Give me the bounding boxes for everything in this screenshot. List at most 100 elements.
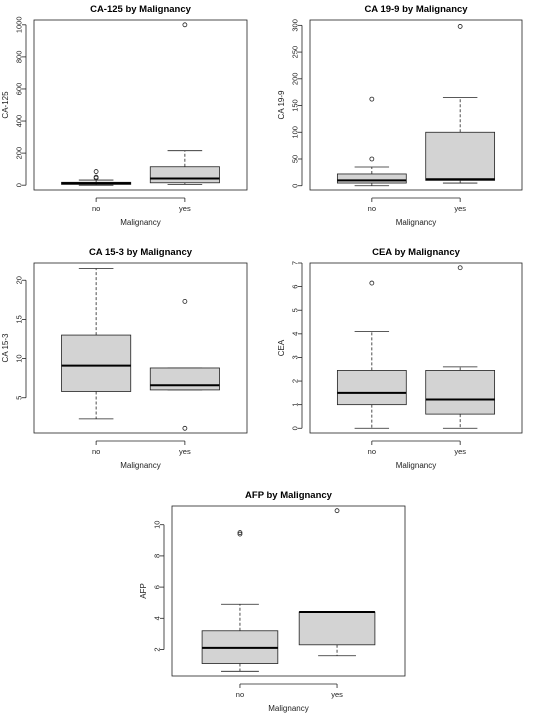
y-axis-label: CEA — [277, 339, 286, 356]
y-axis: 0 50 100 150 200 250 300 CA 19-9 — [277, 19, 303, 188]
outlier-point — [182, 22, 188, 28]
y-tick-label: 50 — [291, 155, 300, 163]
x-tick-label: no — [368, 204, 376, 213]
y-axis-label: CA-125 — [1, 91, 10, 119]
x-tick-label: no — [368, 447, 376, 456]
y-tick-label: 4 — [291, 332, 300, 336]
outlier-point — [93, 169, 99, 174]
outlier-point — [369, 156, 375, 162]
y-tick-label: 2 — [291, 379, 300, 383]
box-no — [61, 169, 132, 186]
y-tick-label: 200 — [291, 73, 300, 86]
x-tick-label: yes — [179, 204, 191, 213]
x-tick-label: yes — [454, 447, 466, 456]
outlier-point — [369, 280, 375, 286]
y-tick-label: 6 — [291, 285, 300, 289]
y-tick-label: 1 — [291, 403, 300, 407]
y-axis-label: AFP — [139, 583, 148, 599]
y-tick-label: 0 — [15, 183, 24, 187]
chart-panel: CA 19-9 by Malignancy 0 50 100 150 200 250 300 C… — [277, 4, 523, 227]
plot-frame — [309, 262, 523, 434]
outlier-point — [334, 508, 340, 514]
box-no — [336, 280, 407, 429]
y-tick-label: 100 — [291, 126, 300, 139]
x-axis-label: Malignancy — [268, 704, 308, 713]
y-tick-label: 7 — [291, 261, 300, 265]
y-axis: 0 1 2 3 4 5 6 7 CEA — [277, 261, 303, 430]
y-tick-label: 200 — [15, 147, 24, 160]
box-iqr — [149, 367, 220, 391]
x-axis: no yes Malignancy — [368, 440, 466, 470]
x-axis: no yes Malignancy — [92, 440, 191, 470]
y-tick-label: 10 — [15, 354, 24, 362]
box-yes — [149, 22, 220, 185]
y-tick-label: 20 — [15, 276, 24, 284]
outlier-point — [369, 96, 375, 102]
plot-frame — [33, 19, 248, 191]
outlier-point — [93, 174, 99, 180]
box-no — [201, 530, 279, 672]
y-axis: 2 4 6 8 10 AFP — [139, 521, 165, 652]
box-iqr — [298, 611, 376, 646]
x-tick-label: yes — [331, 690, 343, 699]
chart-panel: CA-125 by Malignancy 0 200 400 600 800 1000 CA-… — [1, 4, 248, 227]
y-axis: 5 10 15 20 CA 15-3 — [1, 276, 27, 400]
x-axis: no yes Malignancy — [368, 197, 466, 227]
x-tick-label: yes — [179, 447, 191, 456]
y-tick-label: 600 — [15, 83, 24, 96]
x-tick-label: no — [236, 690, 244, 699]
y-axis-label: CA 19-9 — [277, 90, 286, 119]
x-axis-label: Malignancy — [120, 461, 160, 470]
box-no — [336, 96, 407, 187]
y-axis: 0 200 400 600 800 1000 CA-125 — [1, 16, 27, 187]
y-tick-label: 300 — [291, 19, 300, 32]
chart-title: CEA by Malignancy — [372, 247, 461, 258]
x-axis: no yes Malignancy — [92, 197, 191, 227]
box-iqr — [336, 173, 407, 184]
box-iqr — [61, 334, 132, 392]
y-tick-label: 4 — [153, 616, 162, 620]
chart-panel: CA 15-3 by Malignancy 5 10 15 20 CA 15-3 no yes… — [1, 247, 248, 470]
box-no — [61, 268, 132, 420]
y-axis-label: CA 15-3 — [1, 333, 10, 362]
y-tick-label: 0 — [291, 426, 300, 430]
y-tick-label: 6 — [153, 585, 162, 589]
y-tick-label: 150 — [291, 99, 300, 112]
x-axis-label: Malignancy — [120, 218, 160, 227]
y-tick-label: 400 — [15, 115, 24, 128]
chart-panel: AFP by Malignancy 2 4 6 8 10 AFP no yes Malignanc… — [139, 490, 406, 713]
x-axis: no yes Malignancy — [236, 683, 343, 713]
outlier-point — [457, 265, 463, 271]
x-tick-label: no — [92, 447, 100, 456]
plot-frame — [309, 19, 523, 191]
outlier-point — [182, 425, 188, 431]
y-tick-label: 15 — [15, 315, 24, 323]
y-tick-label: 800 — [15, 51, 24, 64]
y-tick-label: 250 — [291, 46, 300, 59]
x-tick-label: yes — [454, 204, 466, 213]
x-axis-label: Malignancy — [396, 461, 436, 470]
outlier-point — [182, 298, 188, 304]
y-tick-label: 1000 — [15, 16, 24, 33]
y-tick-label: 8 — [153, 554, 162, 558]
y-tick-label: 5 — [291, 308, 300, 312]
y-tick-label: 10 — [153, 521, 162, 529]
box-yes — [149, 298, 220, 431]
box-iqr — [425, 131, 496, 181]
chart-title: AFP by Malignancy — [245, 490, 333, 501]
outlier-point — [237, 530, 243, 535]
chart-panel: CEA by Malignancy 0 1 2 3 4 5 6 7 CEA no yes Maligna… — [277, 247, 523, 470]
y-tick-label: 2 — [153, 647, 162, 651]
y-tick-label: 5 — [15, 396, 24, 400]
chart-title: CA 19-9 by Malignancy — [364, 4, 468, 15]
chart-title: CA-125 by Malignancy — [90, 4, 192, 15]
y-tick-label: 0 — [291, 184, 300, 188]
x-axis-label: Malignancy — [396, 218, 436, 227]
outlier-point — [457, 24, 463, 29]
outlier-point — [237, 531, 243, 537]
box-iqr — [425, 370, 496, 415]
x-tick-label: no — [92, 204, 100, 213]
plot-frame — [33, 262, 248, 434]
box-yes — [298, 508, 376, 657]
